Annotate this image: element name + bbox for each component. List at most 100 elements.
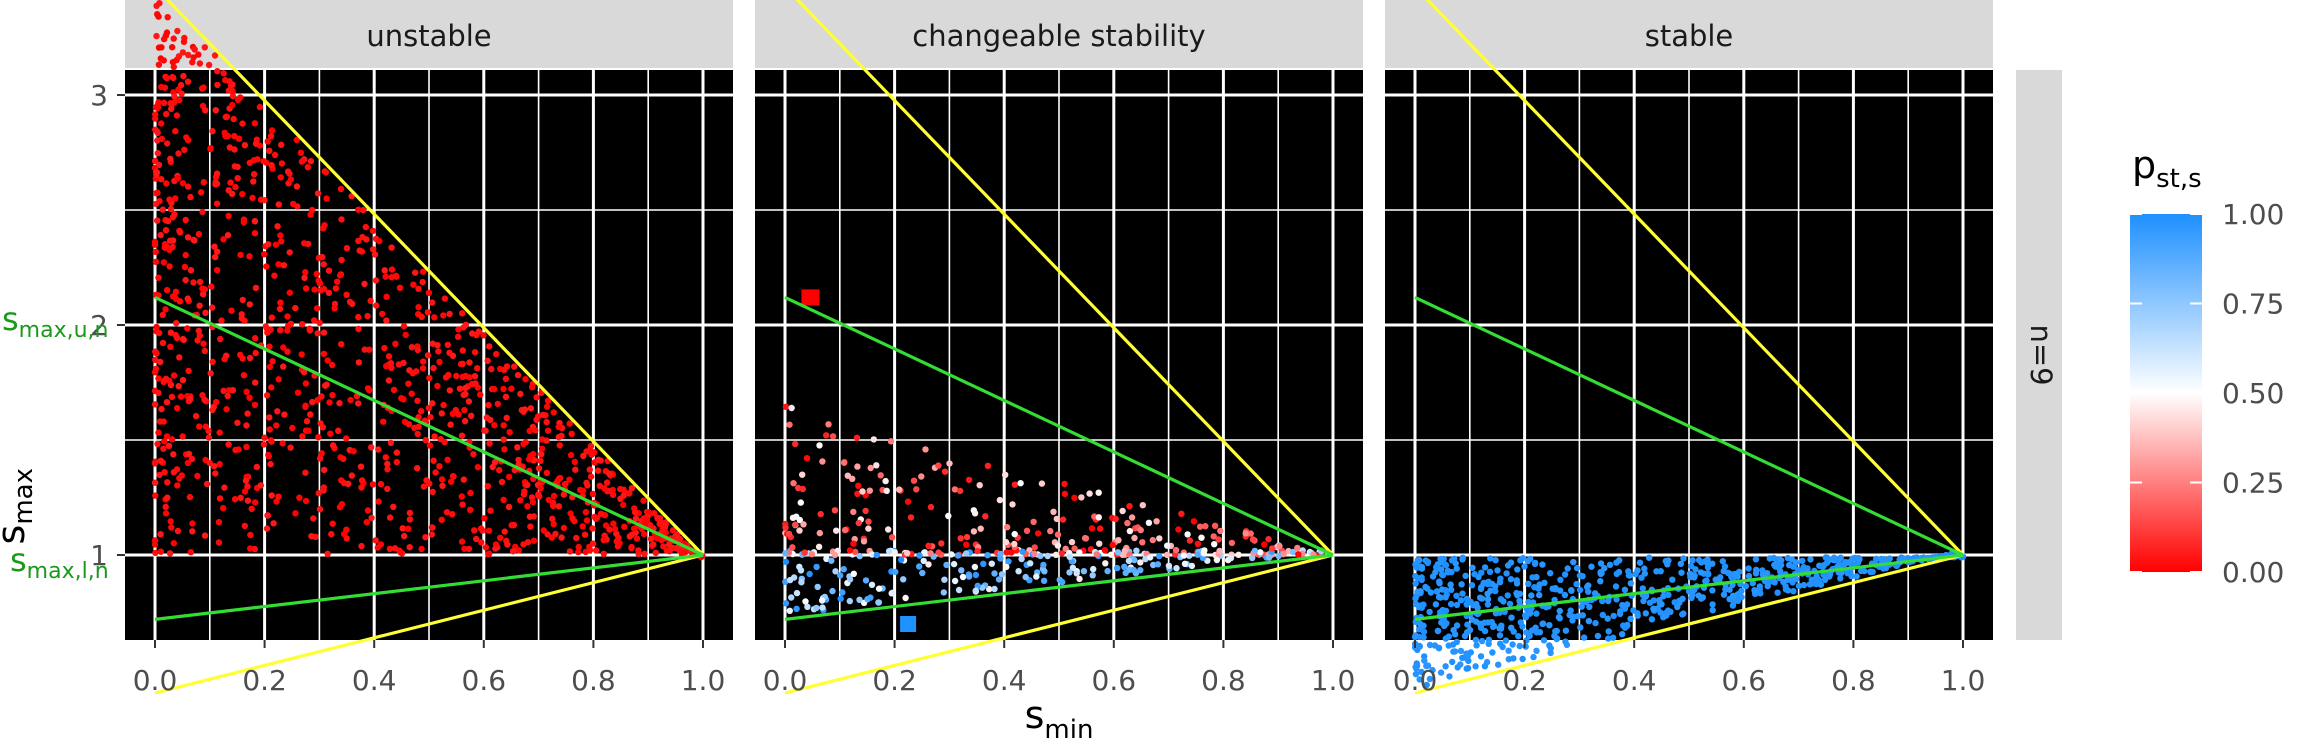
data-point <box>447 421 454 428</box>
data-point <box>529 498 537 506</box>
data-point <box>474 464 482 471</box>
data-point <box>168 524 175 531</box>
data-point <box>508 522 515 529</box>
data-point <box>904 498 912 505</box>
data-point <box>889 589 896 596</box>
data-point <box>555 423 562 431</box>
data-point <box>802 598 809 605</box>
data-point <box>1412 595 1419 602</box>
data-point <box>471 349 479 356</box>
data-point <box>436 463 443 470</box>
data-point <box>268 384 275 391</box>
data-point <box>1517 557 1524 564</box>
data-point <box>873 551 880 559</box>
data-point <box>1453 601 1461 609</box>
data-point <box>527 523 534 530</box>
data-point <box>434 382 441 390</box>
data-point <box>175 53 183 60</box>
data-point <box>526 456 533 463</box>
data-point <box>161 244 168 251</box>
data-point <box>260 441 268 448</box>
data-point <box>166 263 173 270</box>
data-point <box>252 349 259 357</box>
data-point <box>818 597 826 604</box>
data-point <box>1441 622 1448 630</box>
data-point <box>1770 554 1778 562</box>
data-point <box>1509 641 1516 648</box>
data-point <box>825 421 832 428</box>
data-point <box>284 313 291 320</box>
data-point <box>178 472 185 479</box>
data-point <box>152 356 159 363</box>
data-point <box>1265 554 1273 561</box>
data-point <box>852 548 859 556</box>
data-point <box>494 400 501 408</box>
data-point <box>266 414 273 421</box>
data-point <box>163 399 171 406</box>
data-point <box>414 465 421 472</box>
data-point <box>487 507 494 514</box>
data-point <box>400 322 408 330</box>
data-point <box>175 150 182 157</box>
data-point <box>493 350 500 358</box>
data-point <box>461 545 468 552</box>
data-point <box>162 306 169 313</box>
data-point <box>167 343 174 350</box>
data-point <box>234 175 241 182</box>
data-point <box>262 323 269 330</box>
data-point <box>195 230 203 238</box>
data-point <box>1088 525 1096 532</box>
data-point <box>816 529 823 537</box>
data-point <box>1413 564 1421 571</box>
data-point <box>174 527 182 535</box>
data-point <box>253 463 260 471</box>
data-point <box>232 183 239 191</box>
data-point <box>340 455 347 462</box>
data-point <box>366 387 373 394</box>
data-point <box>544 397 552 404</box>
data-point <box>240 372 248 379</box>
data-point <box>293 136 300 144</box>
data-point <box>823 555 830 562</box>
data-point <box>867 464 874 472</box>
data-point <box>246 301 253 308</box>
data-point <box>998 571 1006 578</box>
data-point <box>956 487 964 495</box>
data-point <box>1709 560 1716 567</box>
data-point <box>515 456 522 464</box>
data-point <box>583 448 590 455</box>
data-point <box>199 208 206 216</box>
data-point <box>252 379 259 386</box>
x-tick-label: 0.2 <box>872 664 917 697</box>
data-point <box>477 525 485 532</box>
data-point <box>1235 551 1242 558</box>
data-point <box>560 524 568 532</box>
data-point <box>467 506 474 513</box>
data-point <box>171 211 178 218</box>
data-point <box>963 533 971 541</box>
data-point <box>201 44 208 51</box>
data-point <box>261 434 268 441</box>
data-point <box>1585 588 1592 595</box>
data-point <box>155 429 162 436</box>
data-point <box>1423 662 1430 670</box>
data-point <box>635 547 642 554</box>
data-point <box>1186 537 1194 544</box>
data-point <box>1830 554 1838 561</box>
data-point <box>164 140 171 147</box>
data-point <box>549 502 557 510</box>
data-point <box>626 533 633 540</box>
data-point <box>174 405 181 412</box>
data-point <box>1660 593 1667 600</box>
data-point <box>385 353 393 360</box>
data-point <box>1610 612 1617 620</box>
data-point <box>355 325 362 333</box>
reference-lines <box>1414 0 1965 695</box>
data-point <box>854 490 861 497</box>
data-point <box>252 284 260 292</box>
data-point <box>246 394 253 401</box>
data-point <box>371 251 379 258</box>
data-point <box>1695 556 1703 564</box>
data-point <box>459 347 466 354</box>
